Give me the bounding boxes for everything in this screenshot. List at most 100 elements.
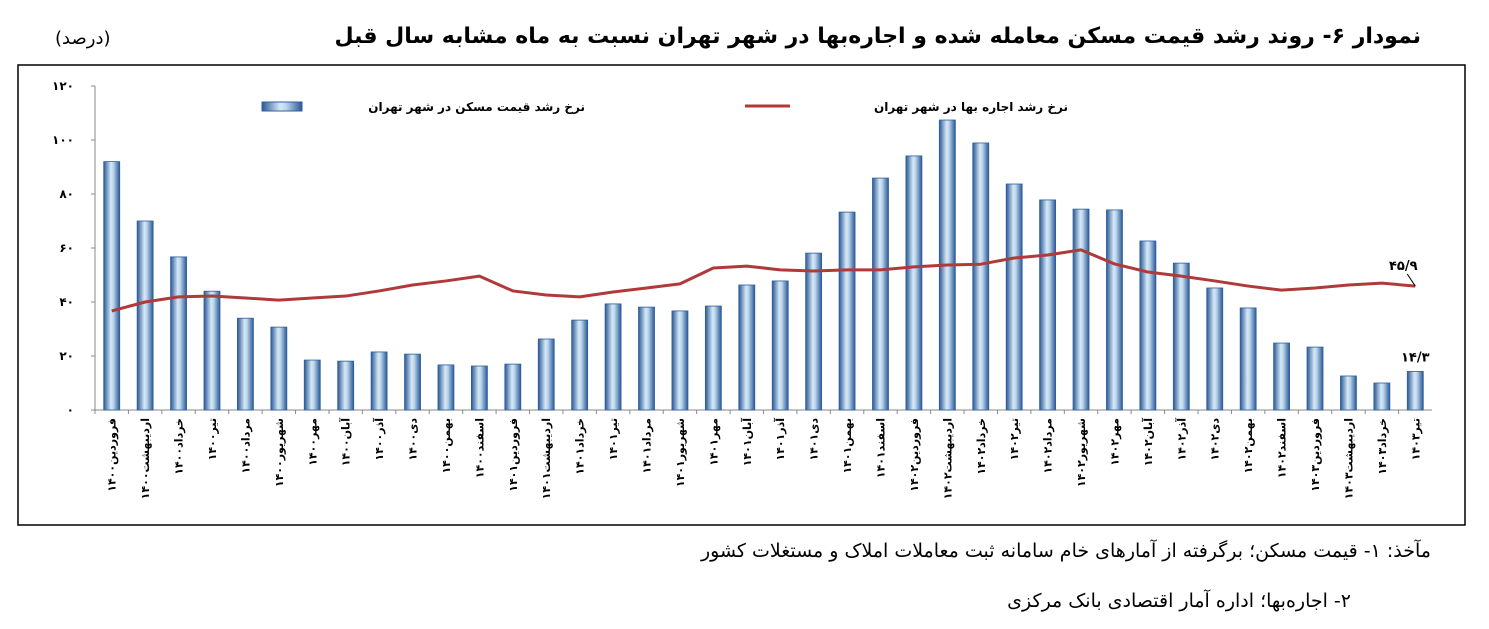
unit-label: (درصد) (55, 28, 111, 49)
x-tick-label: فروردین۱۴۰۱ (507, 418, 520, 492)
bar (1306, 346, 1324, 411)
x-tick-label: تیر۱۴۰۱ (607, 418, 620, 460)
x-tick-label: بهمن۱۴۰۲ (1242, 418, 1255, 474)
bar (504, 363, 522, 411)
x-tick-label: فروردین۱۴۰۳ (1309, 418, 1322, 492)
bar (872, 177, 889, 411)
bar (136, 220, 154, 411)
x-tick-label: آذر۱۴۰۲ (1174, 418, 1188, 461)
x-tick-label: مهر۱۴۰۱ (707, 418, 720, 466)
x-tick-label: اردیبهشت۱۴۰۱ (540, 418, 553, 499)
source-note: مآخذ: ۱- قیمت مسکن؛ برگرفته از آمارهای خ… (700, 540, 1431, 562)
bar (1039, 199, 1057, 411)
bar (638, 306, 655, 411)
bar (103, 161, 121, 411)
chart-title: نمودار ۶- روند رشد قیمت مسکن معامله شده … (334, 24, 1421, 49)
x-tick-label: آبان۱۴۰۲ (1141, 418, 1155, 467)
data-label: ۱۴/۳ (1401, 350, 1430, 365)
x-tick-label: خرداد۱۴۰۳ (1376, 418, 1389, 475)
x-tick-label: مهر۱۴۰۲ (1108, 418, 1121, 466)
bar (1005, 183, 1023, 411)
bar (303, 359, 321, 411)
bar (738, 284, 756, 411)
x-tick-label: دی۱۴۰۱ (808, 418, 821, 461)
x-tick-label: مهر۱۴۰۰ (306, 418, 319, 466)
y-tick-label: ۰ (67, 403, 74, 417)
bar (203, 290, 221, 411)
x-tick-label: خرداد۱۴۰۱ (574, 418, 587, 475)
x-tick-label: بهمن۱۴۰۰ (440, 418, 453, 474)
bar (1172, 262, 1190, 411)
y-tick-label: ۲۰ (59, 349, 74, 363)
legend-label: نرخ رشد قیمت مسکن در شهر تهران (368, 100, 585, 114)
x-tick-label: تیر۱۴۰۰ (206, 418, 219, 460)
x-tick-label: آذر۱۴۰۰ (372, 418, 386, 461)
bar (1273, 342, 1290, 411)
x-tick-label: آذر۱۴۰۱ (773, 418, 787, 461)
x-tick-label: تیر۱۴۰۲ (1008, 418, 1021, 460)
x-tick-label: مرداد۱۴۰۲ (1042, 418, 1055, 474)
y-tick-label: ۶۰ (59, 241, 74, 255)
bar (1406, 370, 1424, 411)
bar (1340, 375, 1357, 411)
bar (571, 319, 589, 411)
bar (905, 155, 923, 411)
bar (1106, 209, 1123, 411)
x-tick-label: اردیبهشت۱۴۰۰ (139, 418, 152, 499)
x-tick-label: آبان۱۴۰۰ (339, 418, 353, 467)
x-tick-label: تیر۱۴۰۳ (1409, 418, 1422, 460)
x-tick-label: اسفند۱۴۰۱ (874, 418, 887, 478)
bar (370, 351, 388, 411)
x-tick-label: شهریور۱۴۰۱ (674, 418, 687, 487)
x-tick-label: خرداد۱۴۰۲ (975, 418, 988, 475)
bar (805, 252, 823, 411)
x-tick-label: بهمن۱۴۰۱ (841, 418, 854, 474)
chart-frame (17, 64, 1466, 526)
y-tick-label: ۸۰ (59, 187, 74, 201)
bar (972, 142, 990, 411)
x-tick-label: آبان۱۴۰۱ (740, 418, 754, 467)
bar (537, 338, 555, 411)
x-tick-label: اسفند۱۴۰۰ (473, 418, 486, 478)
label-leader (1406, 273, 1416, 287)
x-tick-label: دی۱۴۰۲ (1209, 418, 1222, 461)
bar (1206, 287, 1224, 411)
x-tick-label: مرداد۱۴۰۰ (239, 418, 252, 474)
bar (170, 256, 187, 411)
bar (1239, 307, 1257, 411)
bar (838, 211, 856, 411)
bar (604, 303, 622, 411)
y-tick-label: ۴۰ (59, 295, 74, 309)
data-label: ۴۵/۹ (1389, 259, 1418, 274)
x-tick-label: اسفند۱۴۰۲ (1276, 418, 1289, 478)
x-tick-label: فروردین۱۴۰۰ (106, 418, 119, 492)
x-tick-label: اردیبهشت۱۴۰۳ (1342, 418, 1355, 499)
bar (1139, 240, 1157, 411)
legend-swatch (261, 101, 303, 112)
bar (1373, 382, 1391, 411)
x-tick-label: فروردین۱۴۰۲ (908, 418, 921, 492)
bar (704, 305, 722, 411)
legend-label: نرخ رشد اجاره بها در شهر تهران (874, 100, 1068, 114)
bar (404, 353, 421, 411)
x-tick-label: دی۱۴۰۰ (407, 418, 420, 461)
bar (337, 360, 355, 411)
x-tick-label: شهریور۱۴۰۲ (1075, 418, 1088, 487)
x-tick-label: مرداد۱۴۰۱ (641, 418, 654, 474)
y-tick-label: ۱۲۰ (52, 79, 74, 93)
x-tick-label: اردیبهشت۱۴۰۲ (941, 418, 954, 499)
bar (470, 365, 488, 411)
line (111, 248, 1416, 313)
bar (1072, 208, 1090, 411)
bar (237, 317, 254, 411)
x-tick-label: خرداد۱۴۰۰ (173, 418, 186, 475)
x-tick-label: شهریور۱۴۰۰ (273, 418, 286, 487)
bar (270, 326, 288, 411)
bar (671, 310, 689, 411)
bar (771, 280, 789, 411)
bar (437, 364, 455, 411)
source-note: ۲- اجاره‌بها؛ اداره آمار اقتصادی بانک مر… (1007, 590, 1351, 612)
y-tick-label: ۱۰۰ (52, 133, 74, 147)
